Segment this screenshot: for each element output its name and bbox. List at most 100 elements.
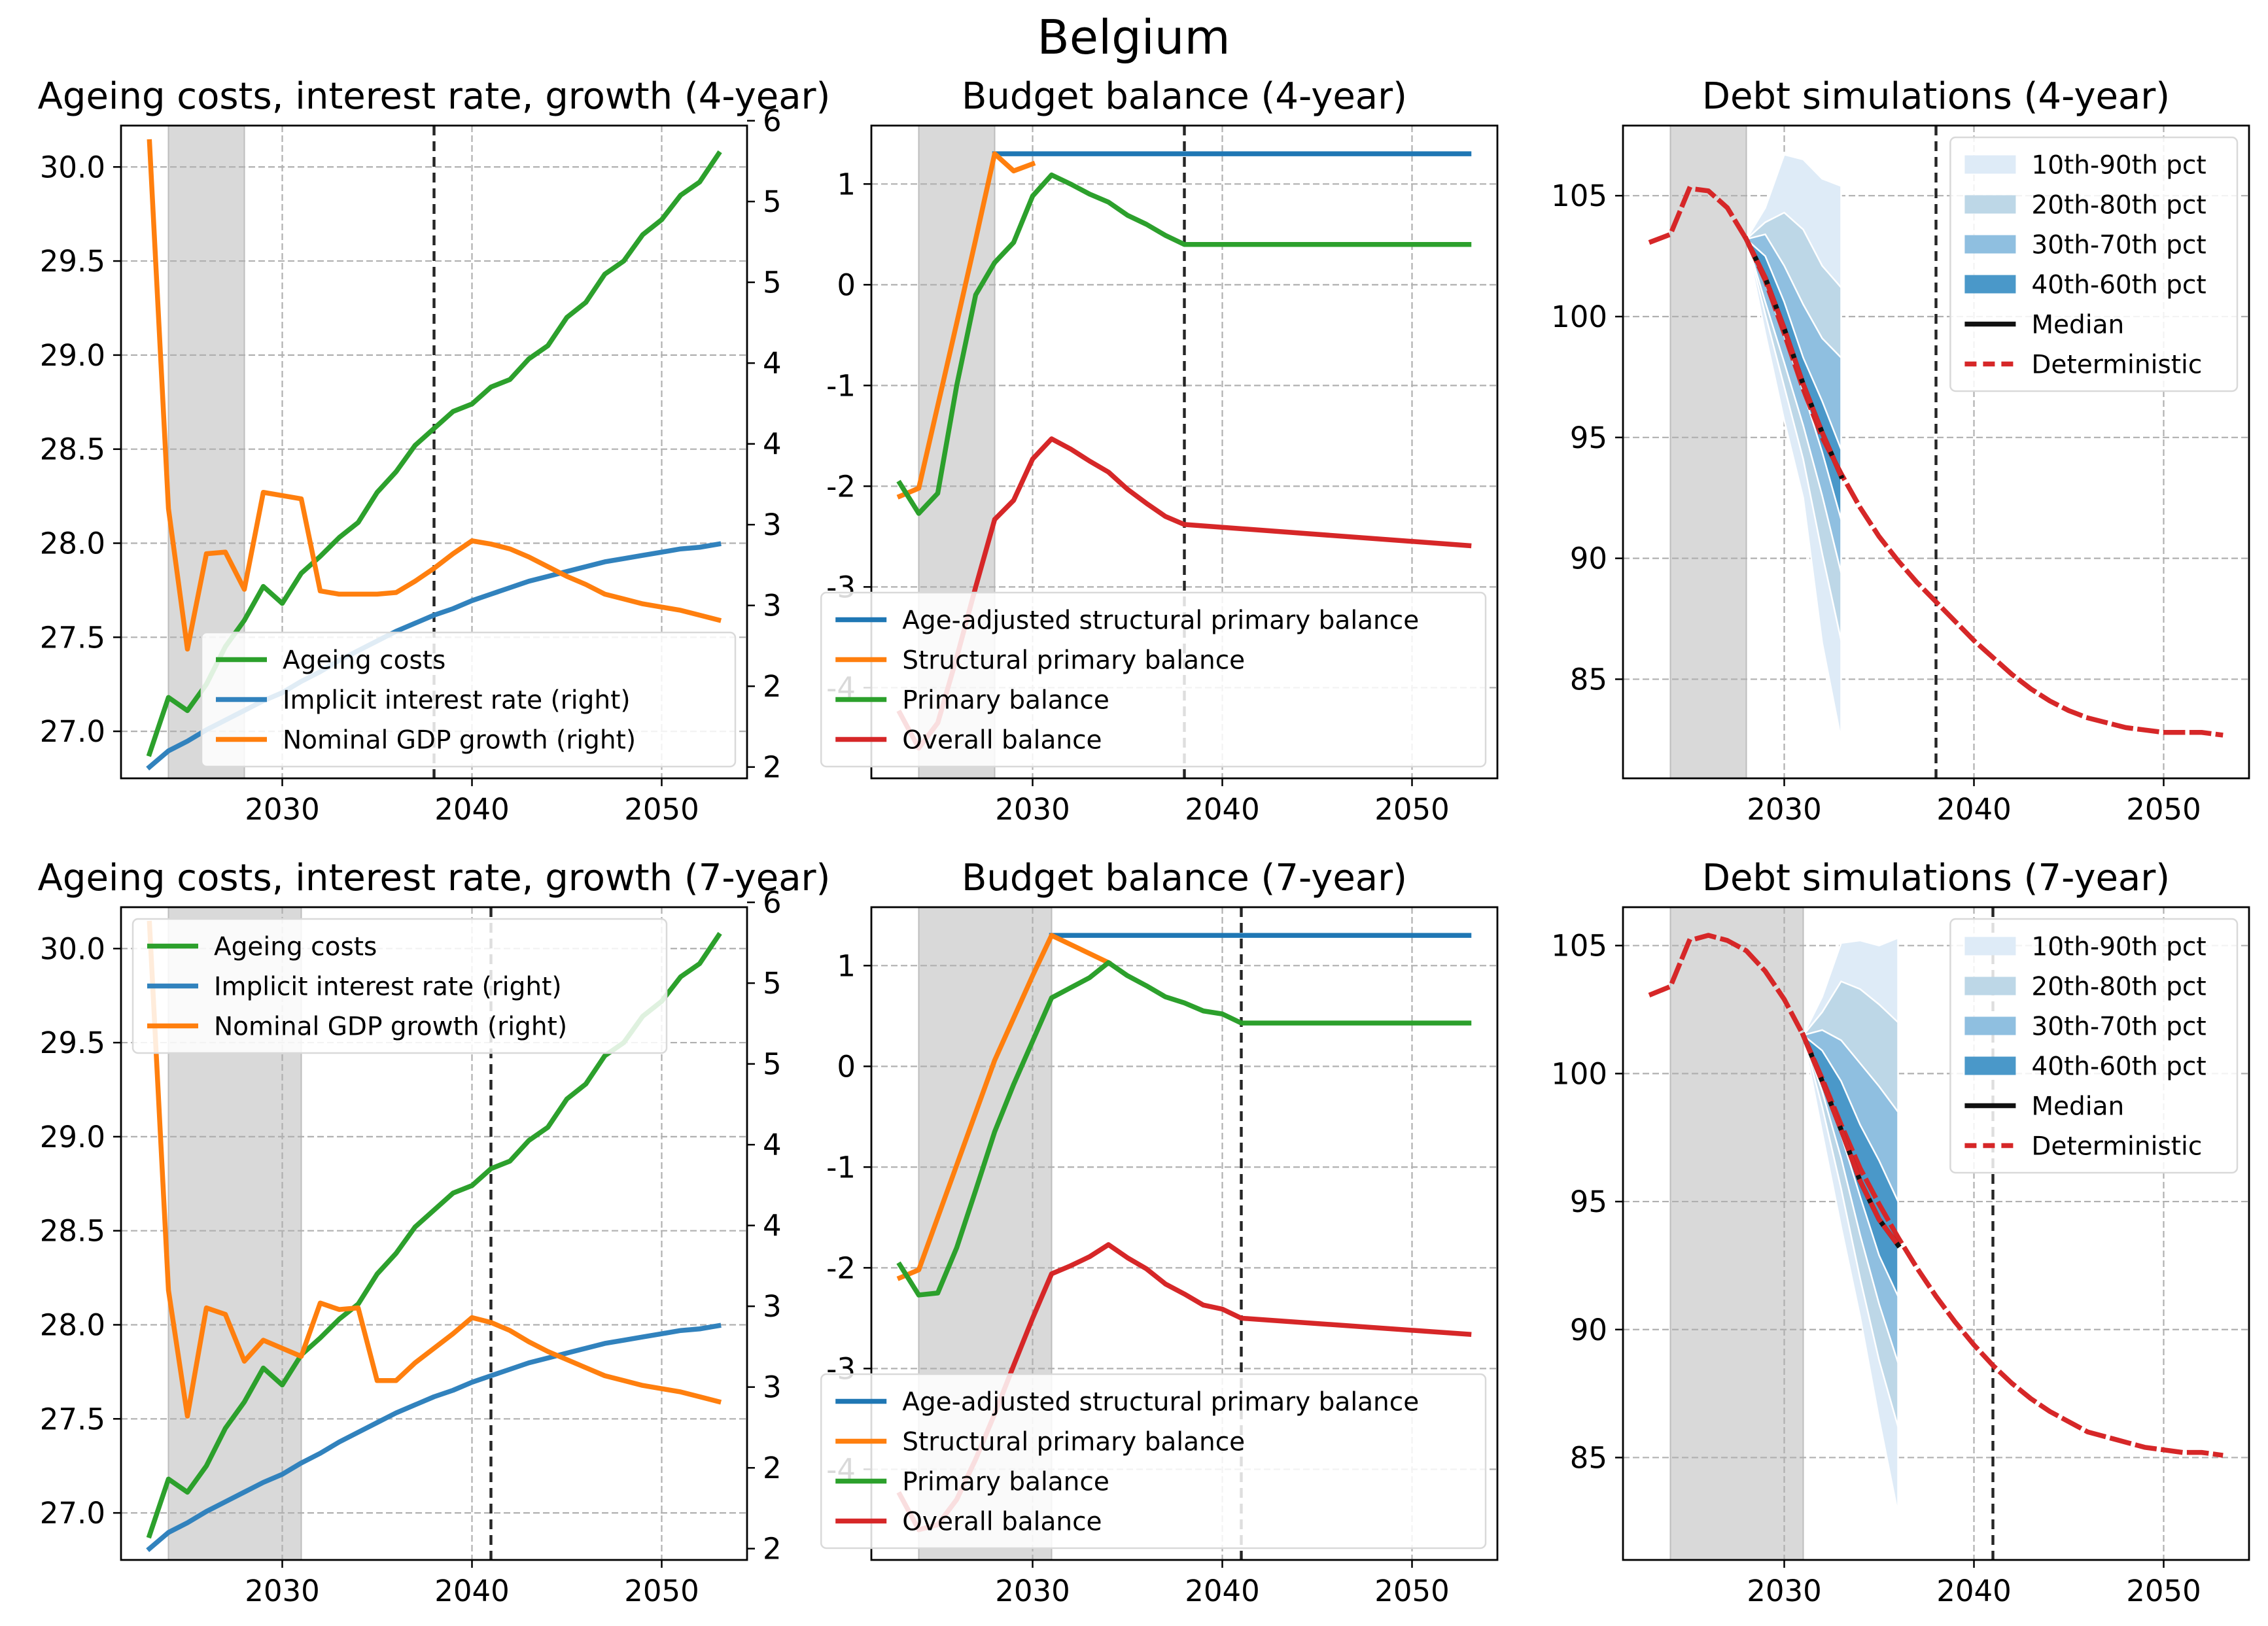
series-line-primary-balance [896, 960, 1472, 1298]
y-tick-label: 100 [1551, 300, 1607, 334]
legend-box [820, 591, 1487, 768]
axes-frame [870, 124, 1499, 780]
y-tick-label: 29.0 [40, 338, 105, 373]
y2-tick-label: 4 [763, 1209, 782, 1243]
legend-label: 10th-90th pct [2031, 933, 2206, 962]
axes-frame [1622, 124, 2250, 780]
y2-tick-label: 2 [763, 669, 782, 704]
y2-tick-label: 3 [763, 589, 782, 623]
legend-box [200, 631, 737, 768]
legend-box [820, 1373, 1487, 1549]
x-tick-label: 2050 [1374, 792, 1450, 827]
chart-title: Debt simulations (4-year) [1702, 75, 2170, 118]
y2-tick-label: 2 [763, 1532, 782, 1566]
legend-label: 30th-70th pct [2031, 1012, 2206, 1042]
legend-label: 30th-70th pct [2031, 231, 2206, 260]
legend-label: Median [2031, 1092, 2124, 1122]
series-line-nominal-gdp-growth-right- [147, 139, 722, 652]
deterministic-overlay-line [1743, 235, 1845, 479]
y-tick-label: -1 [826, 368, 856, 403]
y2-tick-label: 5 [763, 266, 782, 300]
legend: Age-adjusted structural primary balance S… [820, 1373, 1487, 1549]
chart-ageing-7: Ageing costs, interest rate, growth (7-y… [38, 857, 831, 1608]
y2-tick-label: 5 [763, 1047, 782, 1082]
legend-label: Primary balance [902, 1468, 1109, 1497]
x-tick-label: 2050 [2126, 1574, 2201, 1608]
y-tick-label: 27.0 [40, 714, 105, 749]
y2-tick-label: 2 [763, 750, 782, 785]
y-tick-label: -2 [826, 1251, 856, 1285]
y-tick-label: 28.5 [40, 432, 105, 467]
y2-tick-label: 2 [763, 1451, 782, 1485]
y-tick-label: 0 [837, 268, 856, 302]
legend-label: Overall balance [902, 1508, 1102, 1537]
x-tick-label: 2030 [995, 1574, 1070, 1608]
legend-label: Implicit interest rate (right) [283, 686, 631, 716]
legend-swatch [1964, 155, 2016, 174]
y-tick-label: -2 [826, 469, 856, 504]
legend-label: Ageing costs [214, 933, 377, 962]
legend-label: Nominal GDP growth (right) [214, 1012, 567, 1042]
y-tick-label: 105 [1551, 929, 1607, 963]
y-tick-label: 90 [1570, 1313, 1607, 1347]
y-tick-label: 27.5 [40, 1402, 105, 1436]
y2-tick-label: 3 [763, 1289, 782, 1324]
axes-frame [870, 906, 1499, 1561]
x-tick-label: 2030 [245, 792, 320, 827]
chart-debt-7: Debt simulations (7-year) 2030 2040 2050 85 9… [1551, 857, 2250, 1608]
legend-label: Structural primary balance [902, 646, 1245, 676]
y2-tick-label: 3 [763, 508, 782, 542]
y-tick-label: 27.0 [40, 1496, 105, 1531]
y-tick-label: 90 [1570, 542, 1607, 576]
y2-tick-label: 3 [763, 1370, 782, 1405]
chart-title: Ageing costs, interest rate, growth (7-y… [38, 857, 831, 899]
legend-swatch [1964, 977, 2016, 995]
plot-area [1648, 907, 2224, 1560]
y-tick-label: 1 [837, 167, 856, 201]
legend-label: Deterministic [2031, 1132, 2202, 1162]
x-tick-label: 2050 [624, 1574, 699, 1608]
adjustment-period-shade [1669, 125, 1747, 779]
y2-tick-label: 4 [763, 427, 782, 462]
y-tick-label: 29.0 [40, 1120, 105, 1154]
legend-swatch [1964, 275, 2016, 294]
chart-ageing-4: Ageing costs, interest rate, growth (4-y… [38, 75, 831, 827]
series-line-nominal-gdp-growth-right- [147, 920, 722, 1419]
legend-swatch [1964, 937, 2016, 956]
legend-label: Median [2031, 311, 2124, 340]
x-tick-label: 2040 [434, 792, 510, 827]
legend-swatch [1964, 195, 2016, 214]
legend-swatch [1964, 1016, 2016, 1035]
legend: Age-adjusted structural primary balance S… [820, 591, 1487, 768]
y2-tick-label: 6 [763, 104, 782, 139]
legend-swatch [1964, 235, 2016, 254]
legend-label: Ageing costs [283, 646, 445, 676]
legend-label: Age-adjusted structural primary balance [902, 1388, 1419, 1417]
plot-area [1648, 126, 2224, 778]
x-tick-label: 2040 [1185, 792, 1260, 827]
legend-label: 40th-60th pct [2031, 271, 2206, 300]
deterministic-overlay-line [1800, 1031, 1902, 1249]
y-tick-label: 29.5 [40, 244, 105, 279]
legend: 10th-90th pct 20th-80th pct 30th-70th pct 4… [1949, 918, 2239, 1174]
axes-frame [120, 906, 748, 1561]
legend: 10th-90th pct 20th-80th pct 30th-70th pct 4… [1949, 136, 2239, 392]
y-tick-label: 85 [1570, 662, 1607, 697]
y-tick-label: 100 [1551, 1056, 1607, 1091]
y2-tick-label: 5 [763, 184, 782, 219]
x-tick-label: 2050 [2126, 792, 2201, 827]
chart-budget-7: Budget balance (7-year)203020402050-4-3-… [820, 857, 1499, 1608]
y2-tick-label: 4 [763, 1128, 782, 1162]
legend-box [1949, 136, 2239, 392]
series-line-ageing-costs [146, 150, 722, 757]
series-line-structural-primary-balance [896, 151, 1036, 500]
x-tick-label: 2050 [1374, 1574, 1450, 1608]
legend-box [1949, 918, 2239, 1174]
x-tick-label: 2040 [1185, 1574, 1260, 1608]
y-tick-label: 27.5 [40, 620, 105, 655]
legend: Ageing costs Implicit interest rate (righ… [131, 918, 668, 1054]
figure-title: Belgium [1037, 10, 1230, 65]
y-tick-label: 95 [1570, 1185, 1607, 1219]
chart-title: Debt simulations (7-year) [1702, 857, 2170, 899]
